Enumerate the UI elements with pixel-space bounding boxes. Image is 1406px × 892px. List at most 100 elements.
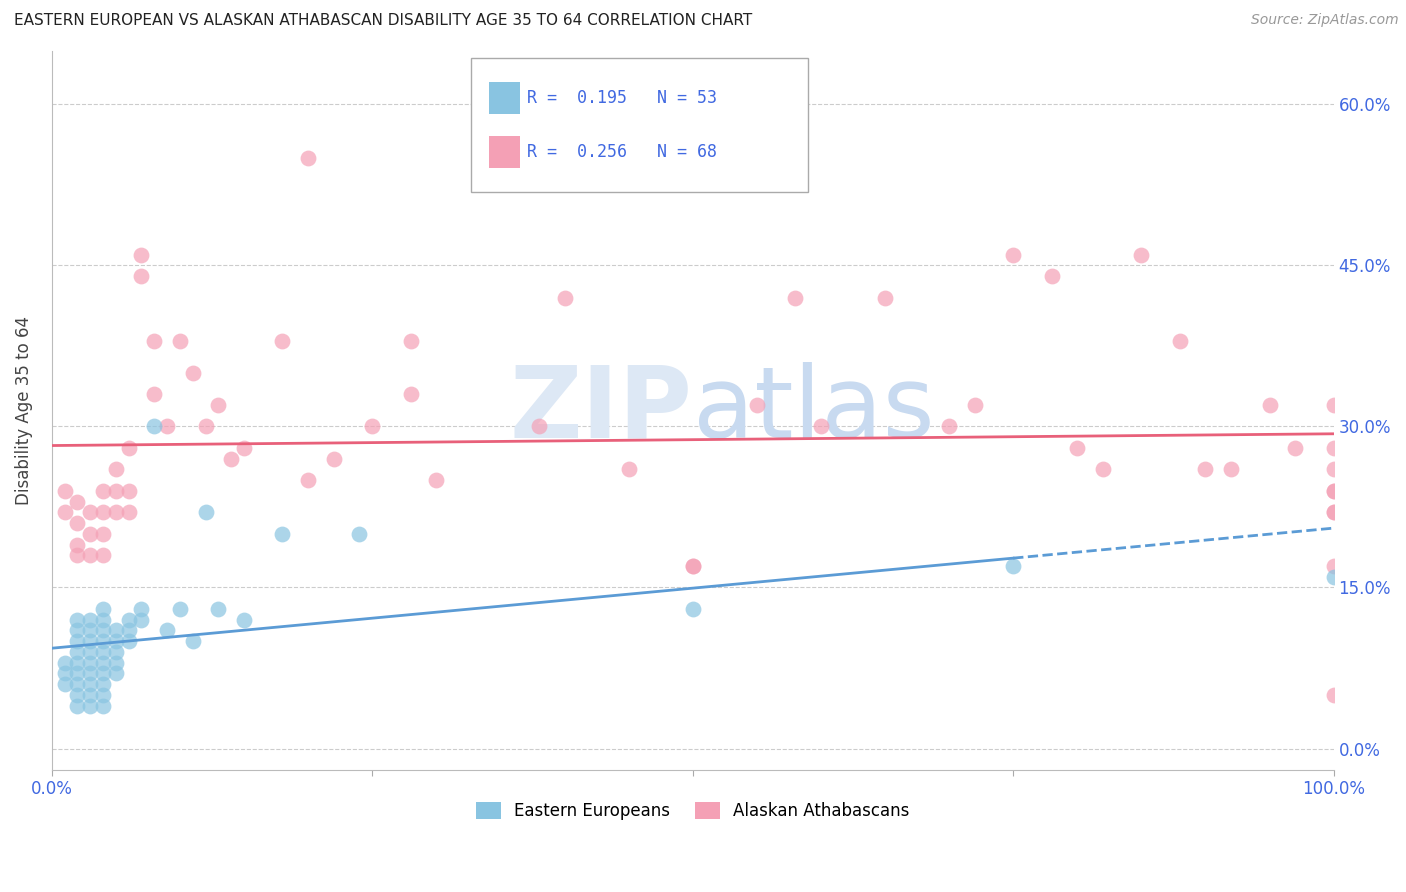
- Y-axis label: Disability Age 35 to 64: Disability Age 35 to 64: [15, 316, 32, 505]
- Point: [194, 419, 217, 434]
- Point: [1284, 441, 1306, 455]
- Point: [104, 645, 127, 659]
- Point: [181, 366, 204, 380]
- Point: [91, 505, 114, 519]
- Point: [66, 677, 89, 691]
- Point: [131, 602, 153, 616]
- Point: [91, 549, 114, 563]
- Point: [91, 645, 114, 659]
- Point: [1323, 505, 1346, 519]
- Point: [938, 419, 960, 434]
- Text: ZIP: ZIP: [510, 362, 693, 458]
- Point: [156, 419, 179, 434]
- Point: [322, 451, 344, 466]
- Point: [91, 526, 114, 541]
- Point: [91, 698, 114, 713]
- Point: [785, 291, 807, 305]
- Point: [1168, 334, 1191, 348]
- Point: [682, 559, 704, 574]
- Point: [1194, 462, 1216, 476]
- Point: [118, 505, 141, 519]
- Point: [425, 473, 447, 487]
- Legend: Eastern Europeans, Alaskan Athabascans: Eastern Europeans, Alaskan Athabascans: [470, 795, 917, 826]
- Point: [1323, 688, 1346, 702]
- Point: [118, 483, 141, 498]
- Point: [104, 666, 127, 681]
- Point: [181, 634, 204, 648]
- Point: [349, 526, 371, 541]
- Point: [104, 634, 127, 648]
- Point: [682, 602, 704, 616]
- Point: [271, 526, 294, 541]
- Point: [207, 602, 229, 616]
- Point: [143, 419, 166, 434]
- Point: [1323, 398, 1346, 412]
- Point: [66, 624, 89, 638]
- Point: [79, 656, 101, 670]
- Point: [66, 698, 89, 713]
- Point: [66, 688, 89, 702]
- Point: [1323, 483, 1346, 498]
- Text: Source: ZipAtlas.com: Source: ZipAtlas.com: [1251, 13, 1399, 28]
- Point: [91, 666, 114, 681]
- Point: [169, 334, 191, 348]
- Point: [118, 613, 141, 627]
- Point: [91, 483, 114, 498]
- Point: [104, 505, 127, 519]
- Point: [1323, 441, 1346, 455]
- Text: R =  0.256   N = 68: R = 0.256 N = 68: [527, 143, 717, 161]
- Point: [104, 462, 127, 476]
- Text: atlas: atlas: [693, 362, 935, 458]
- Point: [118, 441, 141, 455]
- Point: [91, 613, 114, 627]
- Point: [156, 624, 179, 638]
- Point: [53, 666, 76, 681]
- Point: [131, 269, 153, 284]
- Point: [53, 677, 76, 691]
- Point: [873, 291, 896, 305]
- Point: [194, 505, 217, 519]
- Point: [1066, 441, 1088, 455]
- Point: [91, 602, 114, 616]
- Point: [91, 656, 114, 670]
- Point: [66, 549, 89, 563]
- Point: [66, 537, 89, 551]
- Point: [1220, 462, 1243, 476]
- Point: [1323, 483, 1346, 498]
- Point: [143, 387, 166, 401]
- Point: [399, 387, 422, 401]
- Point: [79, 505, 101, 519]
- Point: [91, 677, 114, 691]
- Point: [104, 624, 127, 638]
- Point: [143, 334, 166, 348]
- Point: [233, 441, 256, 455]
- Point: [66, 645, 89, 659]
- Point: [271, 334, 294, 348]
- Point: [53, 483, 76, 498]
- Point: [219, 451, 242, 466]
- Point: [91, 688, 114, 702]
- Point: [1323, 570, 1346, 584]
- Point: [66, 494, 89, 508]
- Point: [79, 666, 101, 681]
- Point: [79, 549, 101, 563]
- Point: [79, 698, 101, 713]
- Point: [297, 473, 319, 487]
- Point: [104, 483, 127, 498]
- Point: [131, 247, 153, 261]
- Point: [104, 656, 127, 670]
- Point: [118, 634, 141, 648]
- Point: [745, 398, 768, 412]
- Point: [79, 624, 101, 638]
- Point: [1258, 398, 1281, 412]
- Point: [91, 634, 114, 648]
- Point: [79, 634, 101, 648]
- Point: [79, 613, 101, 627]
- Point: [207, 398, 229, 412]
- Point: [297, 151, 319, 165]
- Point: [79, 526, 101, 541]
- Point: [53, 656, 76, 670]
- Point: [1323, 559, 1346, 574]
- Point: [361, 419, 384, 434]
- Point: [810, 419, 832, 434]
